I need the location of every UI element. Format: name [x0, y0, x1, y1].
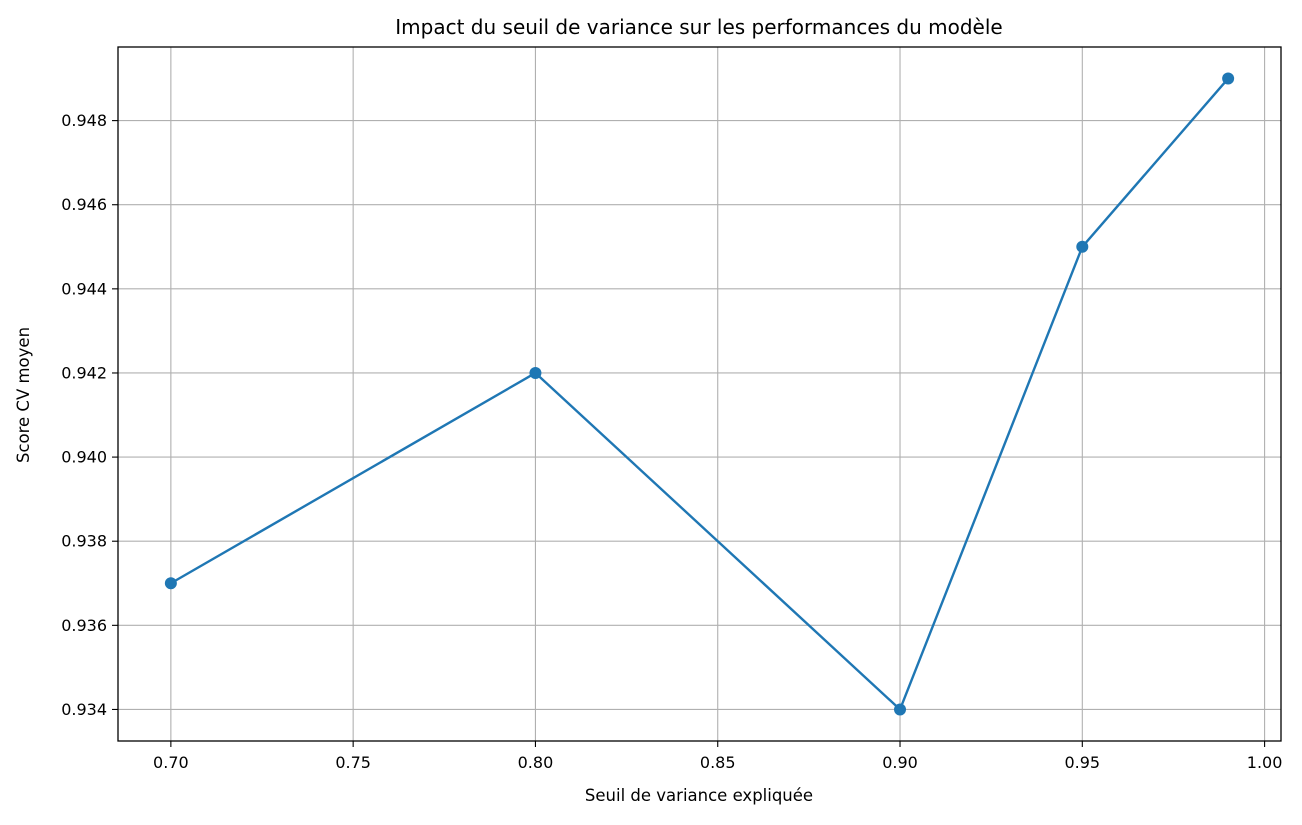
ticks: 0.70 0.75 0.80 0.85 0.90 0.95 1.00 0.934 0.936 0.… — [61, 111, 1282, 772]
x-tick-label: 0.85 — [700, 753, 736, 772]
series-layer — [164, 72, 1235, 716]
y-tick-label: 0.946 — [61, 195, 107, 214]
y-tick-label: 0.940 — [61, 448, 107, 467]
chart-title: Impact du seuil de variance sur les perf… — [395, 15, 1002, 39]
x-tick-label: 0.95 — [1064, 753, 1100, 772]
x-tick-label: 0.70 — [153, 753, 189, 772]
x-tick-label: 0.80 — [518, 753, 554, 772]
x-tick-label: 0.75 — [335, 753, 371, 772]
x-tick-label: 1.00 — [1247, 753, 1283, 772]
x-tick-label: 0.90 — [882, 753, 918, 772]
y-tick-label: 0.938 — [61, 532, 107, 551]
y-tick-label: 0.934 — [61, 700, 107, 719]
x-axis-title: Seuil de variance expliquée — [585, 786, 813, 805]
data-point — [1222, 72, 1235, 85]
data-point — [894, 703, 907, 716]
y-tick-label: 0.936 — [61, 616, 107, 635]
y-tick-label: 0.948 — [61, 111, 107, 130]
data-point — [1076, 240, 1089, 253]
grid — [118, 47, 1281, 741]
y-axis-title: Score CV moyen — [14, 327, 33, 463]
data-point — [164, 577, 177, 590]
data-point — [529, 366, 542, 379]
y-tick-label: 0.944 — [61, 279, 107, 298]
plot-frame — [117, 46, 1282, 742]
y-tick-label: 0.942 — [61, 363, 107, 382]
